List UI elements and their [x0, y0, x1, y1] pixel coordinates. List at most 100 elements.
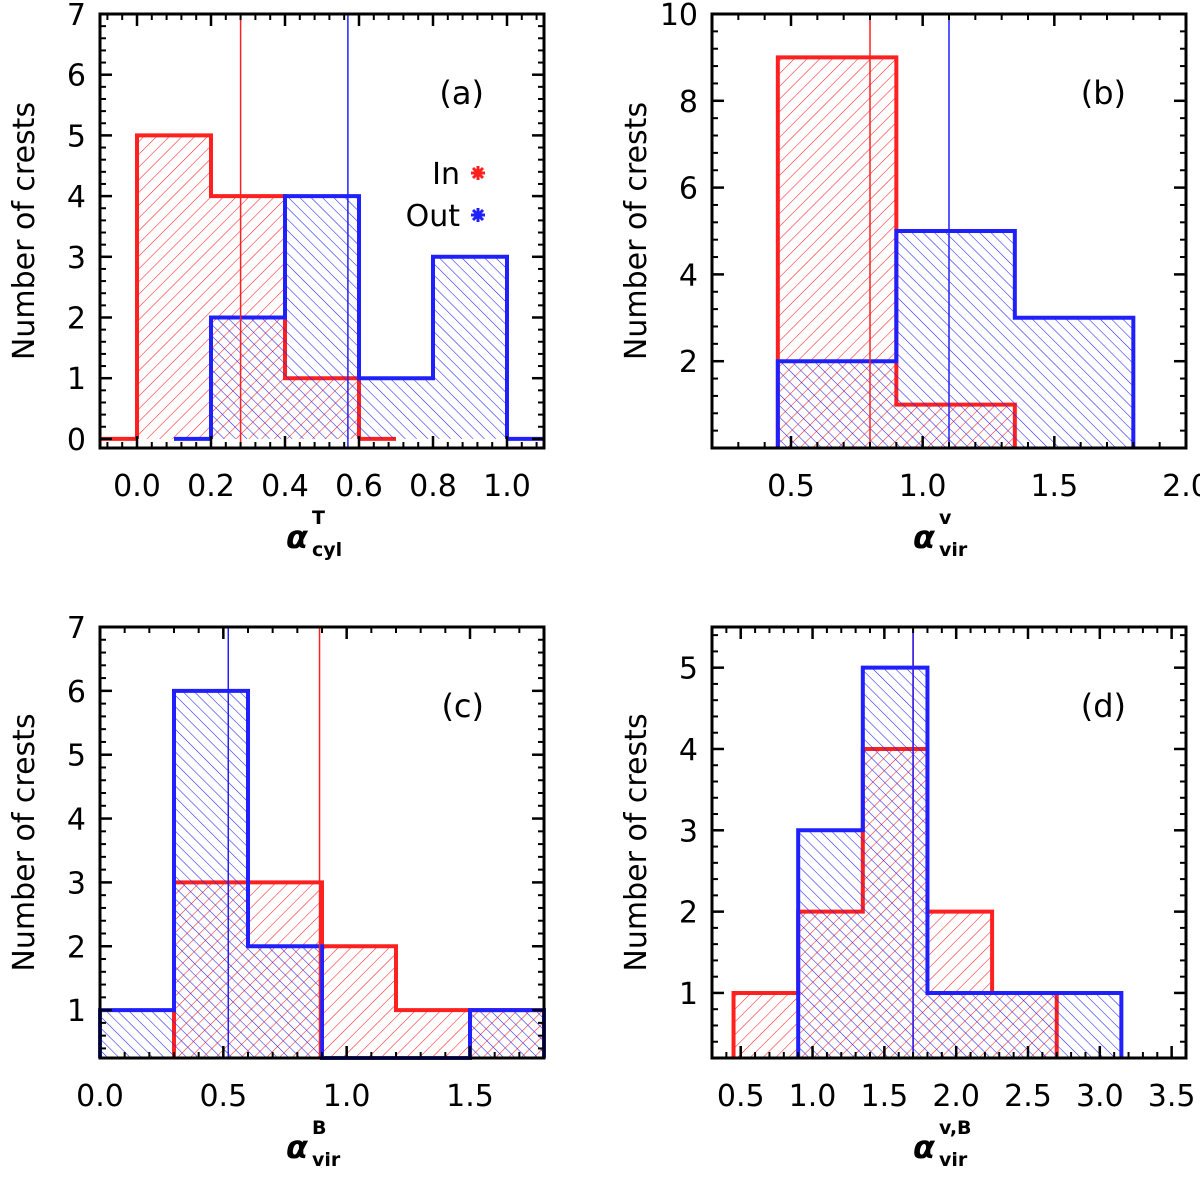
- y-tick-label: 5: [67, 739, 86, 774]
- bar-out: [798, 830, 863, 1058]
- histogram-out: [98, 688, 546, 1060]
- x-tick-label: 1.5: [446, 1079, 494, 1114]
- y-tick-label: 7: [67, 611, 86, 646]
- x-tick-label: 2.0: [932, 1079, 980, 1114]
- bar-out: [927, 992, 993, 1058]
- step-outline-out: [209, 194, 509, 439]
- bar-out: [248, 946, 322, 1058]
- plot-frame: [710, 625, 1188, 1060]
- bar-out: [359, 378, 433, 439]
- panel-label: (d): [1081, 687, 1126, 725]
- plot-frame: [98, 12, 546, 450]
- x-tick-label: 0.5: [199, 1079, 247, 1114]
- y-tick-label: 4: [67, 803, 86, 838]
- y-tick-label: 6: [67, 675, 86, 710]
- x-axis-superscript: v,B: [939, 1117, 972, 1139]
- histogram-out: [174, 194, 544, 441]
- y-tick-label: 5: [67, 119, 86, 154]
- legend-label-in: In: [432, 157, 460, 192]
- x-tick-label: 0.6: [335, 469, 383, 504]
- bar-in: [396, 1010, 470, 1058]
- bar-out: [896, 231, 1015, 448]
- y-tick-label: 7: [67, 0, 86, 33]
- x-tick-label: 0.2: [187, 469, 235, 504]
- bar-out: [211, 317, 285, 439]
- y-tick-label: 1: [67, 362, 86, 397]
- x-tick-label: 2.5: [1004, 1079, 1052, 1114]
- x-axis-subscript: vir: [939, 539, 968, 561]
- y-tick-label: 0: [67, 423, 86, 458]
- x-axis-subscript: cyl: [312, 539, 342, 561]
- y-tick-label: 1: [679, 977, 698, 1012]
- y-tick-label: 6: [679, 172, 698, 207]
- y-tick-label: 4: [679, 733, 698, 768]
- x-axis-superscript: v: [939, 507, 952, 529]
- bar-out: [470, 1010, 544, 1058]
- x-tick-label: 0.0: [76, 1079, 124, 1114]
- x-axis-subscript: vir: [312, 1149, 341, 1171]
- bar-in: [137, 135, 211, 439]
- x-axis-symbol: α: [286, 1128, 309, 1166]
- x-axis-label: α v vir: [913, 507, 968, 561]
- x-axis-superscript: T: [312, 507, 325, 529]
- bar-out: [992, 992, 1057, 1058]
- x-tick-label: 1.0: [789, 1079, 837, 1114]
- y-tick-label: 5: [679, 652, 698, 687]
- x-tick-label: 0.0: [113, 469, 161, 504]
- x-tick-label: 1.5: [1030, 469, 1078, 504]
- legend-marker-out: [471, 208, 485, 222]
- panel-label: (b): [1081, 74, 1126, 112]
- y-tick-label: 4: [67, 180, 86, 215]
- y-tick-label: 6: [67, 59, 86, 94]
- x-tick-label: 0.5: [767, 469, 815, 504]
- bar-in: [322, 946, 396, 1058]
- panel-c: 0.0 0.5 1.0 1.5 1 2 3 4 5 6 7 Number of crests α Bvir…: [7, 611, 546, 1171]
- y-axis-label: Number of crests: [619, 713, 654, 971]
- panel-b: 0.5 1.0 1.5 2.0 2 4 6 8 10 Number of crests αv vir (…: [619, 0, 1200, 561]
- y-tick-label: 3: [67, 241, 86, 276]
- y-tick-label: 3: [679, 814, 698, 849]
- x-axis-symbol: α: [286, 518, 309, 556]
- y-tick-label: 2: [67, 930, 86, 965]
- x-tick-label: 1.0: [899, 469, 947, 504]
- y-tick-label: 2: [679, 345, 698, 380]
- histogram-out: [775, 229, 1136, 448]
- bar-out: [1014, 317, 1134, 448]
- x-tick-label: 2.0: [1162, 469, 1200, 504]
- panel-d: 0.5 1.0 1.5 2.0 2.5 3.0 3.5 1 2 3 4 5 Number of cres…: [619, 625, 1196, 1171]
- panel-a: 0.0 0.2 0.4 0.6 0.8 1.0 0 1 2 3 4 5 6 7 Number of cres…: [7, 0, 546, 561]
- marker-stroke: [471, 208, 485, 222]
- x-tick-label: 1.5: [861, 1079, 909, 1114]
- y-tick-label: 2: [67, 301, 86, 336]
- panel-label: (a): [439, 74, 484, 112]
- bar-out: [174, 690, 248, 1058]
- legend: In Out: [406, 157, 485, 234]
- bar-out: [862, 667, 928, 1058]
- y-tick-label: 4: [679, 258, 698, 293]
- x-axis-superscript: B: [312, 1117, 326, 1139]
- x-tick-label: 1.0: [323, 1079, 371, 1114]
- panel-label: (c): [441, 687, 484, 725]
- x-tick-label: 3.5: [1148, 1079, 1196, 1114]
- step-outline-out: [796, 665, 1124, 1058]
- histogram-out: [796, 665, 1124, 1058]
- step-outline-out: [775, 229, 1136, 448]
- marker-stroke: [471, 166, 485, 180]
- bar-out: [100, 1010, 174, 1058]
- y-tick-label: 1: [67, 994, 86, 1029]
- legend-label-out: Out: [406, 199, 461, 234]
- bar-out: [1056, 992, 1122, 1058]
- x-axis-label: α v,B vir: [913, 1117, 972, 1171]
- y-tick-label: 2: [679, 896, 698, 931]
- bar-in: [733, 992, 799, 1058]
- y-axis-label: Number of crests: [7, 713, 42, 971]
- x-tick-label: 0.5: [717, 1079, 765, 1114]
- y-tick-label: 3: [67, 866, 86, 901]
- bar-out: [777, 361, 897, 448]
- x-tick-label: 0.4: [261, 469, 309, 504]
- x-tick-label: 0.8: [409, 469, 457, 504]
- x-tick-label: 3.0: [1076, 1079, 1124, 1114]
